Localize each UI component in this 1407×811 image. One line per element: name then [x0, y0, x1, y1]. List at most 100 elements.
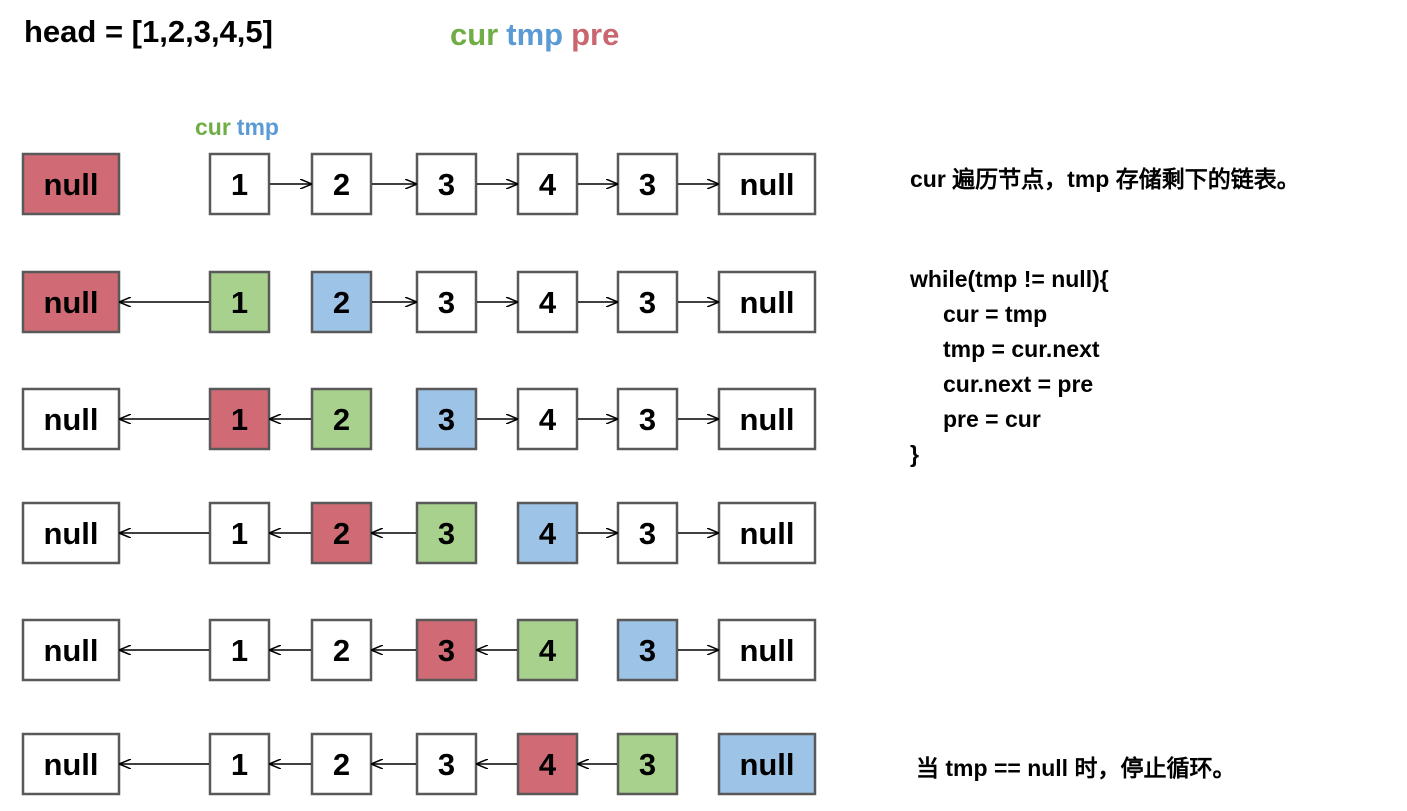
list-node: 3 [415, 732, 478, 796]
node-box [310, 501, 373, 565]
note-traversal: cur 遍历节点，tmp 存储剩下的链表。 [910, 166, 1300, 192]
node-box [21, 618, 121, 682]
list-node: 3 [616, 618, 679, 682]
list-node: 3 [415, 152, 478, 216]
node-box [616, 387, 679, 451]
pointer-label-cur: cur [195, 114, 231, 140]
list-node: null [21, 732, 121, 796]
node-box [415, 618, 478, 682]
list-node: 1 [208, 387, 271, 451]
node-label: 4 [539, 402, 557, 437]
node-box [415, 732, 478, 796]
node-box [310, 732, 373, 796]
list-row: null 1 2 3 4 3 null [21, 501, 817, 565]
node-label: null [739, 402, 794, 437]
node-label: 1 [231, 633, 248, 668]
node-box [717, 387, 817, 451]
node-label: 3 [639, 633, 656, 668]
node-box [516, 618, 579, 682]
node-label: 3 [438, 167, 455, 202]
list-node: null [21, 618, 121, 682]
node-box [208, 270, 271, 334]
node-label: 3 [639, 167, 656, 202]
node-box [516, 501, 579, 565]
list-row: null 1 2 3 4 3 null [21, 732, 817, 796]
node-label: 1 [231, 402, 248, 437]
node-label: 4 [539, 633, 557, 668]
code-block: while(tmp != null){ cur = tmp tmp = cur.… [910, 262, 1109, 472]
initial-pointer-labels: cur tmp [195, 114, 285, 141]
node-label: 3 [639, 747, 656, 782]
list-node: 1 [208, 732, 271, 796]
node-box [516, 270, 579, 334]
node-label: 2 [333, 747, 350, 782]
pointer-label-tmp: tmp [236, 114, 279, 140]
list-node: 4 [516, 270, 579, 334]
note-stop-condition: 当 tmp == null 时，停止循环。 [916, 755, 1236, 781]
node-box [516, 152, 579, 216]
legend-tmp: tmp [506, 17, 564, 52]
code-line: } [910, 441, 919, 467]
node-label: 2 [333, 633, 350, 668]
node-label: 3 [639, 285, 656, 320]
list-node: 4 [516, 618, 579, 682]
node-box [21, 732, 121, 796]
code-line: cur.next = pre [943, 371, 1094, 397]
code-line: while(tmp != null){ [910, 266, 1109, 292]
node-box [616, 618, 679, 682]
list-node: 1 [208, 618, 271, 682]
list-node: 3 [616, 732, 679, 796]
list-node: 3 [415, 387, 478, 451]
list-node: null [21, 387, 121, 451]
node-box [21, 387, 121, 451]
node-label: 3 [438, 633, 455, 668]
list-node: 2 [310, 732, 373, 796]
list-node: 3 [415, 270, 478, 334]
node-label: 3 [438, 285, 455, 320]
node-label: 3 [438, 516, 455, 551]
list-node: 4 [516, 387, 579, 451]
node-label: null [43, 633, 98, 668]
node-label: null [43, 747, 98, 782]
code-line: tmp = cur.next [943, 336, 1100, 362]
list-node: 3 [415, 501, 478, 565]
node-box [415, 270, 478, 334]
node-label: null [43, 402, 98, 437]
list-node: 2 [310, 618, 373, 682]
node-label: 1 [231, 167, 248, 202]
node-box [717, 618, 817, 682]
node-box [415, 387, 478, 451]
page-title: head = [1,2,3,4,5] [24, 14, 273, 49]
node-label: null [739, 633, 794, 668]
list-node: null [717, 732, 817, 796]
node-label: 3 [438, 402, 455, 437]
node-label: null [739, 167, 794, 202]
legend-pre: pre [571, 17, 620, 52]
node-label: 4 [539, 167, 557, 202]
list-node: 2 [310, 152, 373, 216]
node-label: 1 [231, 747, 248, 782]
node-box [310, 618, 373, 682]
legend-cur: cur [450, 17, 499, 52]
node-box [208, 387, 271, 451]
list-node: 1 [208, 152, 271, 216]
list-node: 3 [616, 501, 679, 565]
list-node: 1 [208, 270, 271, 334]
list-row: null 1 2 3 4 3 null [21, 618, 817, 682]
node-label: null [43, 516, 98, 551]
node-label: null [739, 516, 794, 551]
list-row: null 1 2 3 4 3 null [21, 270, 817, 334]
node-label: 4 [539, 747, 557, 782]
node-label: 2 [333, 516, 350, 551]
node-box [516, 387, 579, 451]
list-node: null [717, 152, 817, 216]
node-box [616, 732, 679, 796]
list-row: null 1 2 3 4 3 null [21, 387, 817, 451]
list-node: 2 [310, 270, 373, 334]
list-node: null [21, 270, 121, 334]
node-box [415, 501, 478, 565]
node-box [616, 501, 679, 565]
list-node: 3 [616, 387, 679, 451]
node-label: 3 [438, 747, 455, 782]
